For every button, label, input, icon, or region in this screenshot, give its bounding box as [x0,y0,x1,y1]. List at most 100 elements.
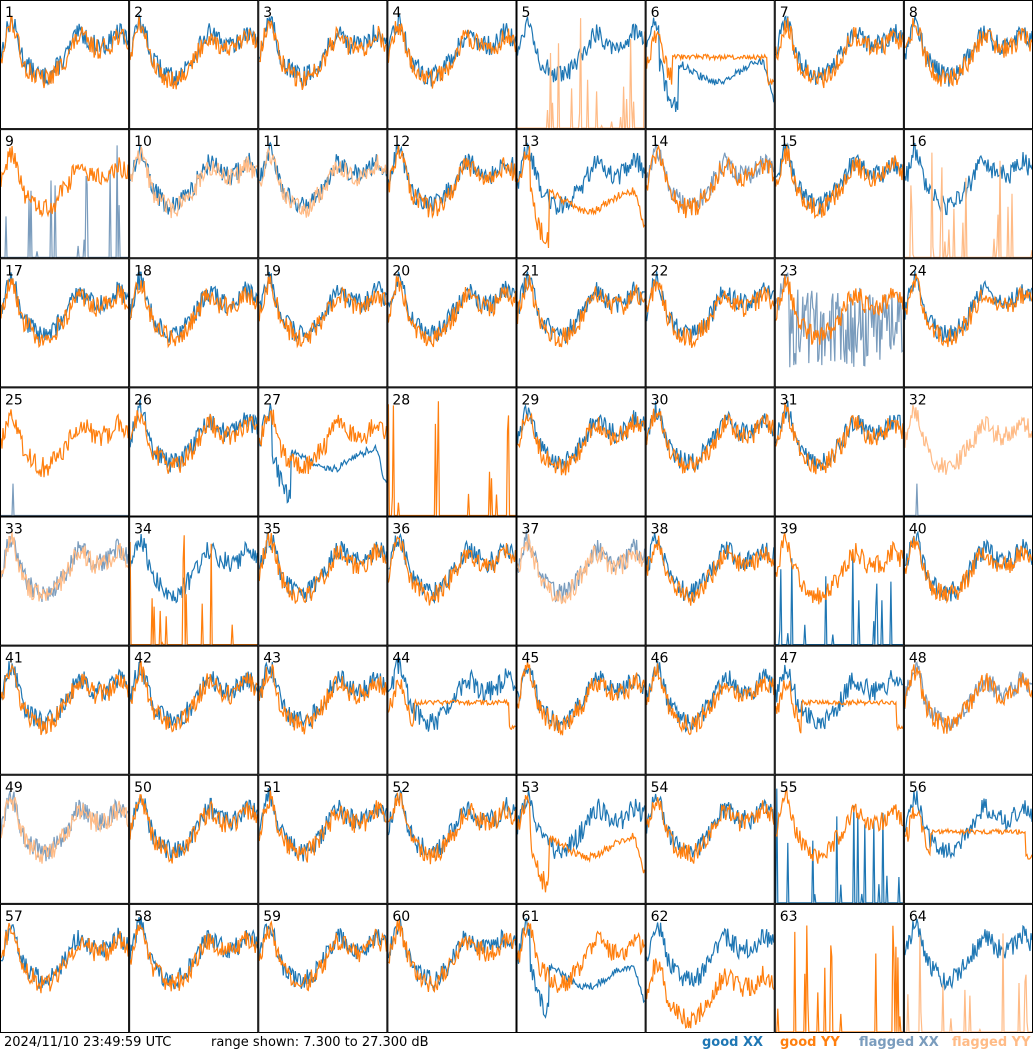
panel-number: 17 [5,263,23,279]
range-shown: range shown: 7.300 to 27.300 dB [211,1035,429,1050]
panel-37: 37 [516,516,646,646]
panel-number: 56 [909,780,927,796]
panel-number: 4 [392,5,401,21]
panel-39: 39 [774,516,904,646]
panel-36: 36 [387,516,517,646]
panel-frame [0,258,130,388]
panel-30: 30 [645,387,775,517]
panel-4: 4 [387,0,517,130]
panel-23: 23 [774,258,904,388]
panel-56: 56 [903,774,1033,904]
series-flagged-xx [1,483,129,517]
series-good-yy [775,401,904,475]
panel-frame [516,258,646,388]
panel-45: 45 [516,645,646,775]
panel-29: 29 [516,387,646,517]
panel-frame [129,129,259,259]
series-good-yy [387,276,517,348]
panel-frame [516,516,646,646]
panel-42: 42 [129,645,259,775]
panel-number: 16 [909,134,927,150]
panel-frame [645,0,775,130]
series-good-yy [775,680,904,734]
panel-frame [258,903,388,1033]
panel-frame [0,645,130,775]
panel-number: 49 [5,780,23,796]
series-good-yy [904,806,1033,860]
panel-55: 55 [774,774,904,904]
panel-number: 21 [522,263,540,279]
series-good-yy [0,922,129,994]
legend-flagged-yy: flagged YY [952,1035,1031,1050]
panel-35: 35 [258,516,388,646]
series-good-yy [129,660,258,733]
panel-number: 31 [780,392,798,408]
panel-frame [0,0,130,130]
footer: 2024/11/10 23:49:59 UTC range shown: 7.3… [0,1033,1033,1053]
series-good-xx [258,787,387,862]
series-good-yy [0,663,129,736]
panel-51: 51 [258,774,388,904]
panel-number: 1 [5,5,14,21]
series-good-yy [516,661,646,736]
panel-number: 3 [263,5,272,21]
panel-number: 62 [651,909,669,925]
panel-number: 51 [263,780,281,796]
series-flagged-yy [904,152,1033,258]
panel-11: 11 [258,129,388,259]
panel-number: 54 [651,780,669,796]
series-good-xx [258,271,387,342]
panel-40: 40 [903,516,1033,646]
panel-frame [258,645,388,775]
series-good-xx [646,793,775,858]
panel-number: 59 [263,909,281,925]
panel-6: 6 [645,0,775,130]
series-flagged-yy [516,534,646,605]
panel-number: 58 [134,909,152,925]
panel-number: 24 [909,263,927,279]
series-good-xx [775,556,903,646]
panel-number: 55 [780,780,798,796]
panel-frame [0,129,130,259]
legend-good-yy: good YY [780,1035,840,1050]
series-flagged-yy [129,146,258,219]
panel-frame [258,129,388,259]
series-good-xx [904,918,1033,991]
panel-number: 30 [651,392,669,408]
series-good-yy [904,18,1033,87]
panel-number: 26 [134,392,152,408]
panel-3: 3 [258,0,388,130]
panel-frame [387,516,517,646]
panel-54: 54 [645,774,775,904]
panel-57: 57 [0,903,130,1033]
panel-frame [645,258,775,388]
series-flagged-yy [904,405,1033,475]
panel-number: 57 [5,909,23,925]
panel-frame [387,903,517,1033]
series-good-xx [904,142,1033,216]
series-good-xx [129,534,258,604]
panel-13: 13 [516,129,646,259]
series-good-xx [387,271,516,343]
series-good-xx [0,661,129,732]
panel-20: 20 [387,258,517,388]
panel-16: 16 [903,129,1033,259]
series-good-yy [775,789,904,864]
panel-50: 50 [129,774,259,904]
series-good-yy [904,273,1033,348]
panel-25: 25 [0,387,130,517]
panel-number: 34 [134,522,152,538]
panel-10: 10 [129,129,259,259]
panel-64: 64 [903,903,1033,1033]
panel-frame [0,774,130,904]
panel-frame [129,774,259,904]
panel-number: 10 [134,134,152,150]
panel-number: 48 [909,651,927,667]
series-good-yy [0,15,129,89]
panel-number: 9 [5,134,14,150]
panel-number: 47 [780,651,798,667]
panel-number: 23 [780,263,798,279]
series-good-yy [646,408,775,474]
series-good-yy [387,21,517,89]
